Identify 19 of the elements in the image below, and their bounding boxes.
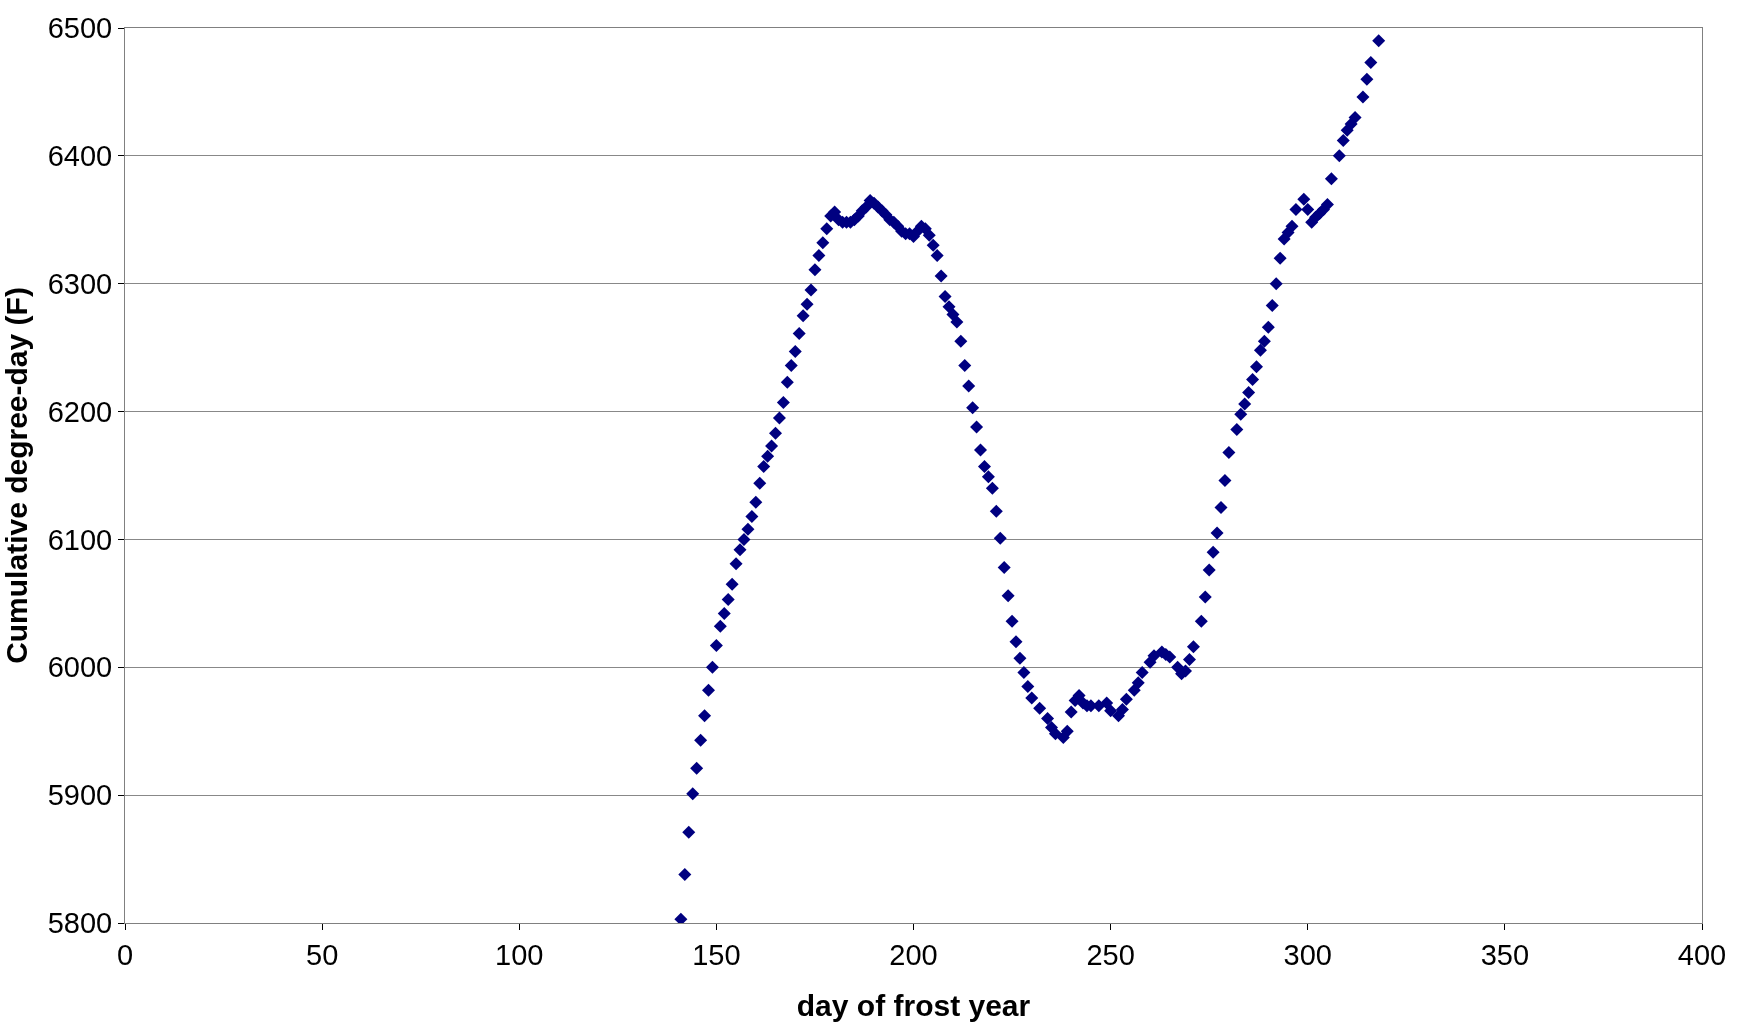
x-tick-label: 100 bbox=[495, 938, 544, 971]
y-tick-label: 5800 bbox=[47, 907, 113, 940]
y-tick-label: 6100 bbox=[47, 523, 113, 556]
x-tick-label: 400 bbox=[1677, 938, 1727, 971]
x-tick-label: 300 bbox=[1283, 938, 1332, 971]
x-axis-title: day of frost year bbox=[796, 989, 1031, 1023]
x-tick-label: 50 bbox=[306, 938, 339, 971]
y-tick-label: 6300 bbox=[47, 267, 113, 300]
y-tick-label: 5900 bbox=[47, 779, 113, 812]
y-axis-title: Cumulative degree-day (F) bbox=[0, 287, 33, 664]
x-tick-label: 350 bbox=[1480, 938, 1530, 971]
x-tick-label: 250 bbox=[1086, 938, 1135, 971]
y-tick-label: 6000 bbox=[47, 651, 113, 684]
x-tick-label: 0 bbox=[116, 938, 134, 971]
x-tick-label: 150 bbox=[692, 938, 741, 971]
x-tick-label: 200 bbox=[889, 938, 938, 971]
y-tick-label: 6200 bbox=[47, 395, 113, 428]
y-tick-label: 6500 bbox=[47, 12, 113, 45]
y-tick-label: 6400 bbox=[47, 140, 113, 173]
